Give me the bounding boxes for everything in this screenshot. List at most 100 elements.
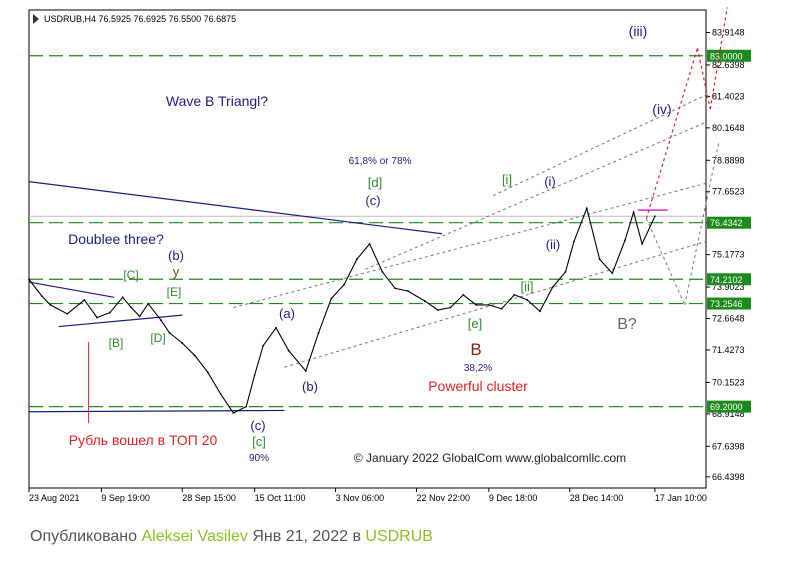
bearish-projection-line bbox=[645, 218, 686, 306]
x-tick-label: 23 Aug 2021 bbox=[29, 493, 80, 503]
wave-label-c-bottom: (c) bbox=[250, 418, 265, 433]
price-point bbox=[168, 332, 171, 334]
base-trendline bbox=[28, 409, 285, 413]
price-point bbox=[368, 243, 371, 245]
price-point bbox=[275, 326, 277, 329]
price-point bbox=[287, 349, 290, 352]
price-point bbox=[500, 307, 503, 310]
triangle-left-upper-line bbox=[28, 281, 115, 298]
wave-label-B-big: B bbox=[470, 340, 481, 359]
wave-label-e-green: [e] bbox=[468, 316, 482, 331]
wave-label-c-top: (c) bbox=[365, 193, 380, 208]
wave-label-i-navy: (i) bbox=[544, 174, 556, 189]
price-point bbox=[475, 304, 477, 306]
price-point bbox=[343, 283, 345, 286]
price-point bbox=[83, 298, 86, 301]
level-price-label: 73.2546 bbox=[710, 299, 743, 309]
price-point bbox=[381, 270, 384, 273]
price-point bbox=[598, 258, 601, 261]
pct-38-label: 38,2% bbox=[464, 363, 492, 374]
price-chart: USDRUB,H4 76.5925 76.6925 76.5500 76.687… bbox=[28, 7, 751, 503]
wave-label-iv: (iv) bbox=[652, 101, 671, 117]
price-point bbox=[245, 405, 248, 408]
wave-label-iii: (iii) bbox=[629, 23, 648, 39]
price-point bbox=[40, 295, 43, 297]
y-tick-label: 83.9148 bbox=[712, 28, 745, 38]
price-point bbox=[407, 290, 409, 292]
y-tick-label: 67.6398 bbox=[712, 441, 745, 451]
price-point bbox=[424, 300, 426, 303]
price-point bbox=[462, 293, 465, 296]
price-point bbox=[181, 342, 184, 344]
wave-label-ii-navy: (ii) bbox=[546, 237, 560, 252]
level-price-box bbox=[707, 400, 751, 413]
price-point bbox=[394, 287, 397, 290]
x-tick-label: 28 Sep 15:00 bbox=[182, 493, 236, 503]
price-point bbox=[232, 412, 235, 414]
price-point bbox=[611, 272, 614, 275]
chart-frame: USDRUB,H4 76.5925 76.6925 76.5500 76.687… bbox=[28, 7, 751, 503]
chart-header: USDRUB,H4 76.5925 76.6925 76.5500 76.687… bbox=[44, 14, 236, 24]
wave-label-ii-green: [ii] bbox=[521, 279, 534, 294]
price-point bbox=[262, 344, 265, 347]
wave-label-b-navy: (b) bbox=[168, 248, 184, 263]
y-tick-label: 66.4398 bbox=[712, 472, 745, 482]
price-point bbox=[487, 304, 490, 306]
price-point bbox=[96, 316, 99, 319]
price-point bbox=[130, 306, 133, 309]
price-point bbox=[108, 311, 111, 314]
wave-label-b-question: B? bbox=[617, 316, 637, 333]
level-price-box bbox=[707, 216, 751, 229]
powerful-cluster-label: Powerful cluster bbox=[428, 378, 528, 394]
price-point bbox=[194, 354, 196, 357]
collapse-arrow-icon bbox=[33, 14, 39, 24]
x-tick-label: 28 Dec 14:00 bbox=[570, 493, 624, 503]
price-point bbox=[624, 239, 627, 242]
price-point bbox=[121, 296, 124, 299]
price-point bbox=[564, 270, 567, 273]
symbol-link[interactable]: USDRUB bbox=[365, 528, 433, 545]
wave-label-D-green: [D] bbox=[150, 331, 165, 345]
caption-prefix: Опубликовано bbox=[30, 528, 138, 545]
triangle-upper-trendline bbox=[28, 181, 443, 235]
level-price-box bbox=[707, 297, 751, 310]
x-tick-label: 15 Oct 11:00 bbox=[255, 493, 306, 503]
pct-90-label: 90% bbox=[249, 453, 269, 464]
wave-label-d-green: [d] bbox=[368, 175, 382, 190]
x-tick-label: 9 Sep 19:00 bbox=[101, 493, 150, 503]
wave-b-triangle-label: Wave B Triangl? bbox=[166, 93, 268, 109]
wave-label-E-green: [E] bbox=[167, 285, 182, 299]
x-tick-label: 17 Jan 10:00 bbox=[655, 493, 707, 503]
wave-label-B-green: [B] bbox=[109, 336, 124, 350]
price-point bbox=[573, 240, 575, 243]
price-point bbox=[641, 243, 644, 245]
copyright-label: © January 2022 GlobalCom www.globalcomll… bbox=[354, 451, 626, 465]
bullish-projection-line bbox=[696, 48, 711, 110]
price-point bbox=[654, 215, 656, 218]
level-price-box bbox=[707, 273, 751, 286]
price-point bbox=[551, 286, 554, 289]
upper-channel-line bbox=[365, 121, 707, 270]
price-point bbox=[304, 370, 307, 372]
wave-label-b-low: (b) bbox=[302, 379, 318, 394]
level-price-label: 74.2102 bbox=[710, 275, 743, 285]
y-tick-label: 80.1648 bbox=[712, 123, 745, 133]
price-point bbox=[219, 393, 222, 395]
price-point bbox=[147, 302, 150, 305]
wave-label-c-green-bottom: [c] bbox=[252, 434, 266, 449]
wave-label-C-green: [C] bbox=[123, 268, 138, 282]
author-link[interactable]: Aleksei Vasilev bbox=[141, 528, 248, 545]
triangle-lower-line bbox=[58, 314, 183, 328]
price-point bbox=[526, 298, 529, 301]
price-point bbox=[436, 309, 439, 311]
price-point bbox=[28, 278, 30, 281]
bearish-projection-line bbox=[684, 142, 720, 306]
price-point bbox=[513, 293, 516, 296]
x-tick-label: 22 Nov 22:00 bbox=[416, 493, 470, 503]
price-point bbox=[330, 297, 333, 300]
y-tick-label: 71.4273 bbox=[712, 345, 745, 355]
lower-channel-line bbox=[284, 240, 707, 368]
y-tick-label: 72.6648 bbox=[712, 314, 745, 324]
doublee-three-label: Doublee three? bbox=[68, 231, 164, 247]
price-point bbox=[632, 211, 635, 214]
